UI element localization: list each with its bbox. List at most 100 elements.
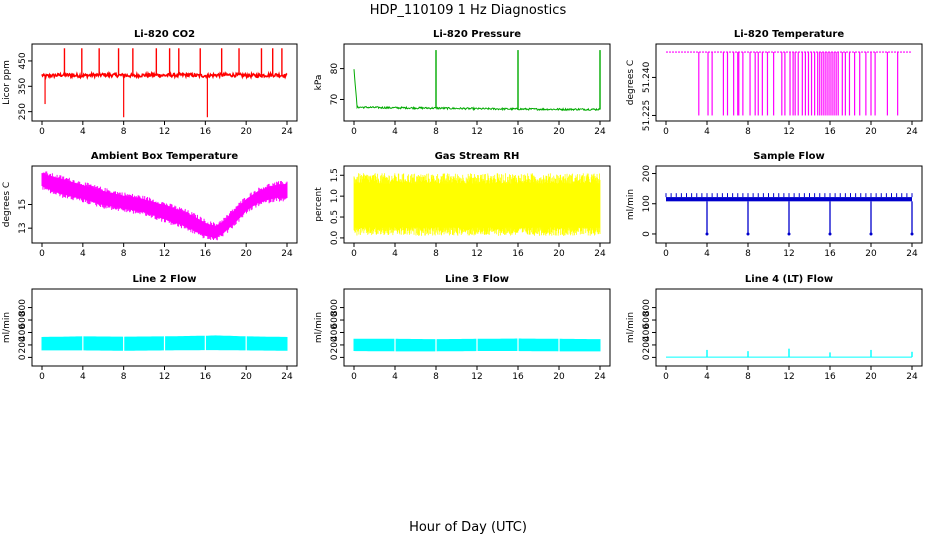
- y-tick-label: 13: [18, 222, 28, 233]
- y-axis-label: percent: [314, 187, 324, 222]
- x-tick-label: 0: [39, 249, 45, 259]
- x-tick-label: 24: [594, 127, 606, 137]
- x-tick-label: 24: [906, 372, 918, 382]
- y-tick-label: 200: [642, 336, 652, 353]
- y-tick-label: 70: [330, 93, 340, 105]
- x-tick-label: 24: [281, 249, 293, 259]
- y-tick-label: 350: [18, 77, 28, 94]
- x-tick-label: 16: [512, 249, 524, 259]
- x-tick-label: 12: [783, 127, 794, 137]
- x-tick-label: 8: [433, 127, 439, 137]
- y-tick-label: 1.0: [330, 189, 340, 204]
- y-tick-label: 0: [330, 354, 340, 360]
- x-tick-label: 8: [121, 127, 127, 137]
- y-tick-label: 800: [18, 299, 28, 316]
- x-tick-label: 0: [39, 127, 45, 137]
- x-tick-label: 4: [80, 372, 86, 382]
- y-tick-label: 0: [642, 231, 652, 237]
- x-tick-label: 8: [121, 249, 127, 259]
- x-tick-label: 16: [824, 127, 836, 137]
- y-tick-label: 100: [642, 195, 652, 212]
- panel-title: Li-820 Pressure: [433, 29, 521, 40]
- y-tick-label: 200: [642, 165, 652, 182]
- x-tick-label: 12: [471, 127, 482, 137]
- plot-frame: [655, 43, 923, 122]
- x-tick-label: 4: [704, 372, 710, 382]
- data-dip-point: [787, 232, 791, 236]
- panel-title: Ambient Box Temperature: [91, 151, 238, 162]
- series-temperature: [666, 51, 912, 116]
- y-tick-label: 0.5: [330, 210, 340, 224]
- x-tick-label: 8: [745, 127, 751, 137]
- x-tick-label: 8: [433, 372, 439, 382]
- data-dip-point: [746, 232, 750, 236]
- x-tick-label: 20: [553, 372, 565, 382]
- x-tick-label: 20: [240, 372, 252, 382]
- x-tick-label: 16: [200, 372, 212, 382]
- data-line: [41, 70, 288, 81]
- x-tick-label: 16: [824, 249, 836, 259]
- x-tick-label: 4: [704, 249, 710, 259]
- x-tick-label: 20: [553, 249, 565, 259]
- x-tick-label: 20: [865, 127, 877, 137]
- series-line4: [666, 348, 913, 358]
- x-tick-label: 16: [512, 372, 524, 382]
- y-tick-label: 800: [642, 299, 652, 316]
- y-tick-label: 51.240: [642, 61, 652, 93]
- panel-title: Line 4 (LT) Flow: [745, 274, 833, 285]
- panel-pressure: Li-820 Pressure kPa 0 4 8 12 16 20 24 70 80: [314, 29, 611, 137]
- panel-title: Sample Flow: [753, 151, 825, 162]
- x-tick-label: 24: [906, 249, 918, 259]
- series-line3: [353, 338, 601, 352]
- panel-title: Line 3 Flow: [445, 274, 509, 285]
- y-axis-label: degrees C: [2, 182, 12, 227]
- x-tick-label: 0: [39, 372, 45, 382]
- panel-sampleflow: Sample Flow ml/min 0 4 8 12 16 20 24 0 100 200: [626, 151, 923, 259]
- x-tick-label: 16: [512, 127, 524, 137]
- y-tick-label: 600: [18, 311, 28, 328]
- y-tick-label: 800: [330, 299, 340, 316]
- y-axis-label: kPa: [314, 75, 324, 91]
- x-tick-label: 4: [392, 372, 398, 382]
- y-tick-label: 400: [642, 324, 652, 341]
- x-tick-label: 24: [281, 127, 293, 137]
- y-tick-label: 400: [18, 324, 28, 341]
- x-tick-label: 4: [392, 127, 398, 137]
- y-tick-label: 450: [18, 52, 28, 69]
- y-tick-label: 250: [18, 103, 28, 120]
- x-tick-label: 4: [392, 249, 398, 259]
- y-tick-label: 600: [642, 311, 652, 328]
- series-co2: [41, 48, 288, 118]
- data-dip-point: [705, 232, 709, 236]
- plot-frame: [31, 43, 298, 122]
- panel-title: Line 2 Flow: [133, 274, 197, 285]
- x-tick-label: 12: [783, 249, 794, 259]
- y-axis-label: degrees C: [626, 60, 636, 105]
- x-tick-label: 24: [594, 249, 606, 259]
- x-tick-label: 0: [351, 372, 357, 382]
- x-tick-label: 0: [663, 372, 669, 382]
- data-dip-point: [910, 232, 914, 236]
- x-tick-label: 0: [351, 127, 357, 137]
- series-rh: [353, 173, 601, 236]
- data-line: [353, 69, 601, 112]
- x-tick-label: 20: [865, 372, 877, 382]
- data-band: [666, 197, 912, 202]
- x-tick-label: 8: [745, 372, 751, 382]
- y-axis-label: ml/min: [626, 189, 636, 220]
- series-boxtemp: [41, 171, 288, 241]
- figure-xlabel: Hour of Day (UTC): [409, 520, 527, 535]
- x-tick-label: 12: [783, 372, 794, 382]
- x-tick-label: 0: [663, 249, 669, 259]
- x-tick-label: 0: [351, 249, 357, 259]
- y-tick-label: 1.5: [330, 168, 340, 182]
- plot-frame: [31, 288, 298, 367]
- panel-rh: Gas Stream RH percent 0 4 8 12 16 20 24 0.0 0.5 1.0…: [314, 151, 611, 259]
- figure-title: HDP_110109 1 Hz Diagnostics: [370, 3, 567, 18]
- y-tick-label: 0.0: [330, 230, 340, 245]
